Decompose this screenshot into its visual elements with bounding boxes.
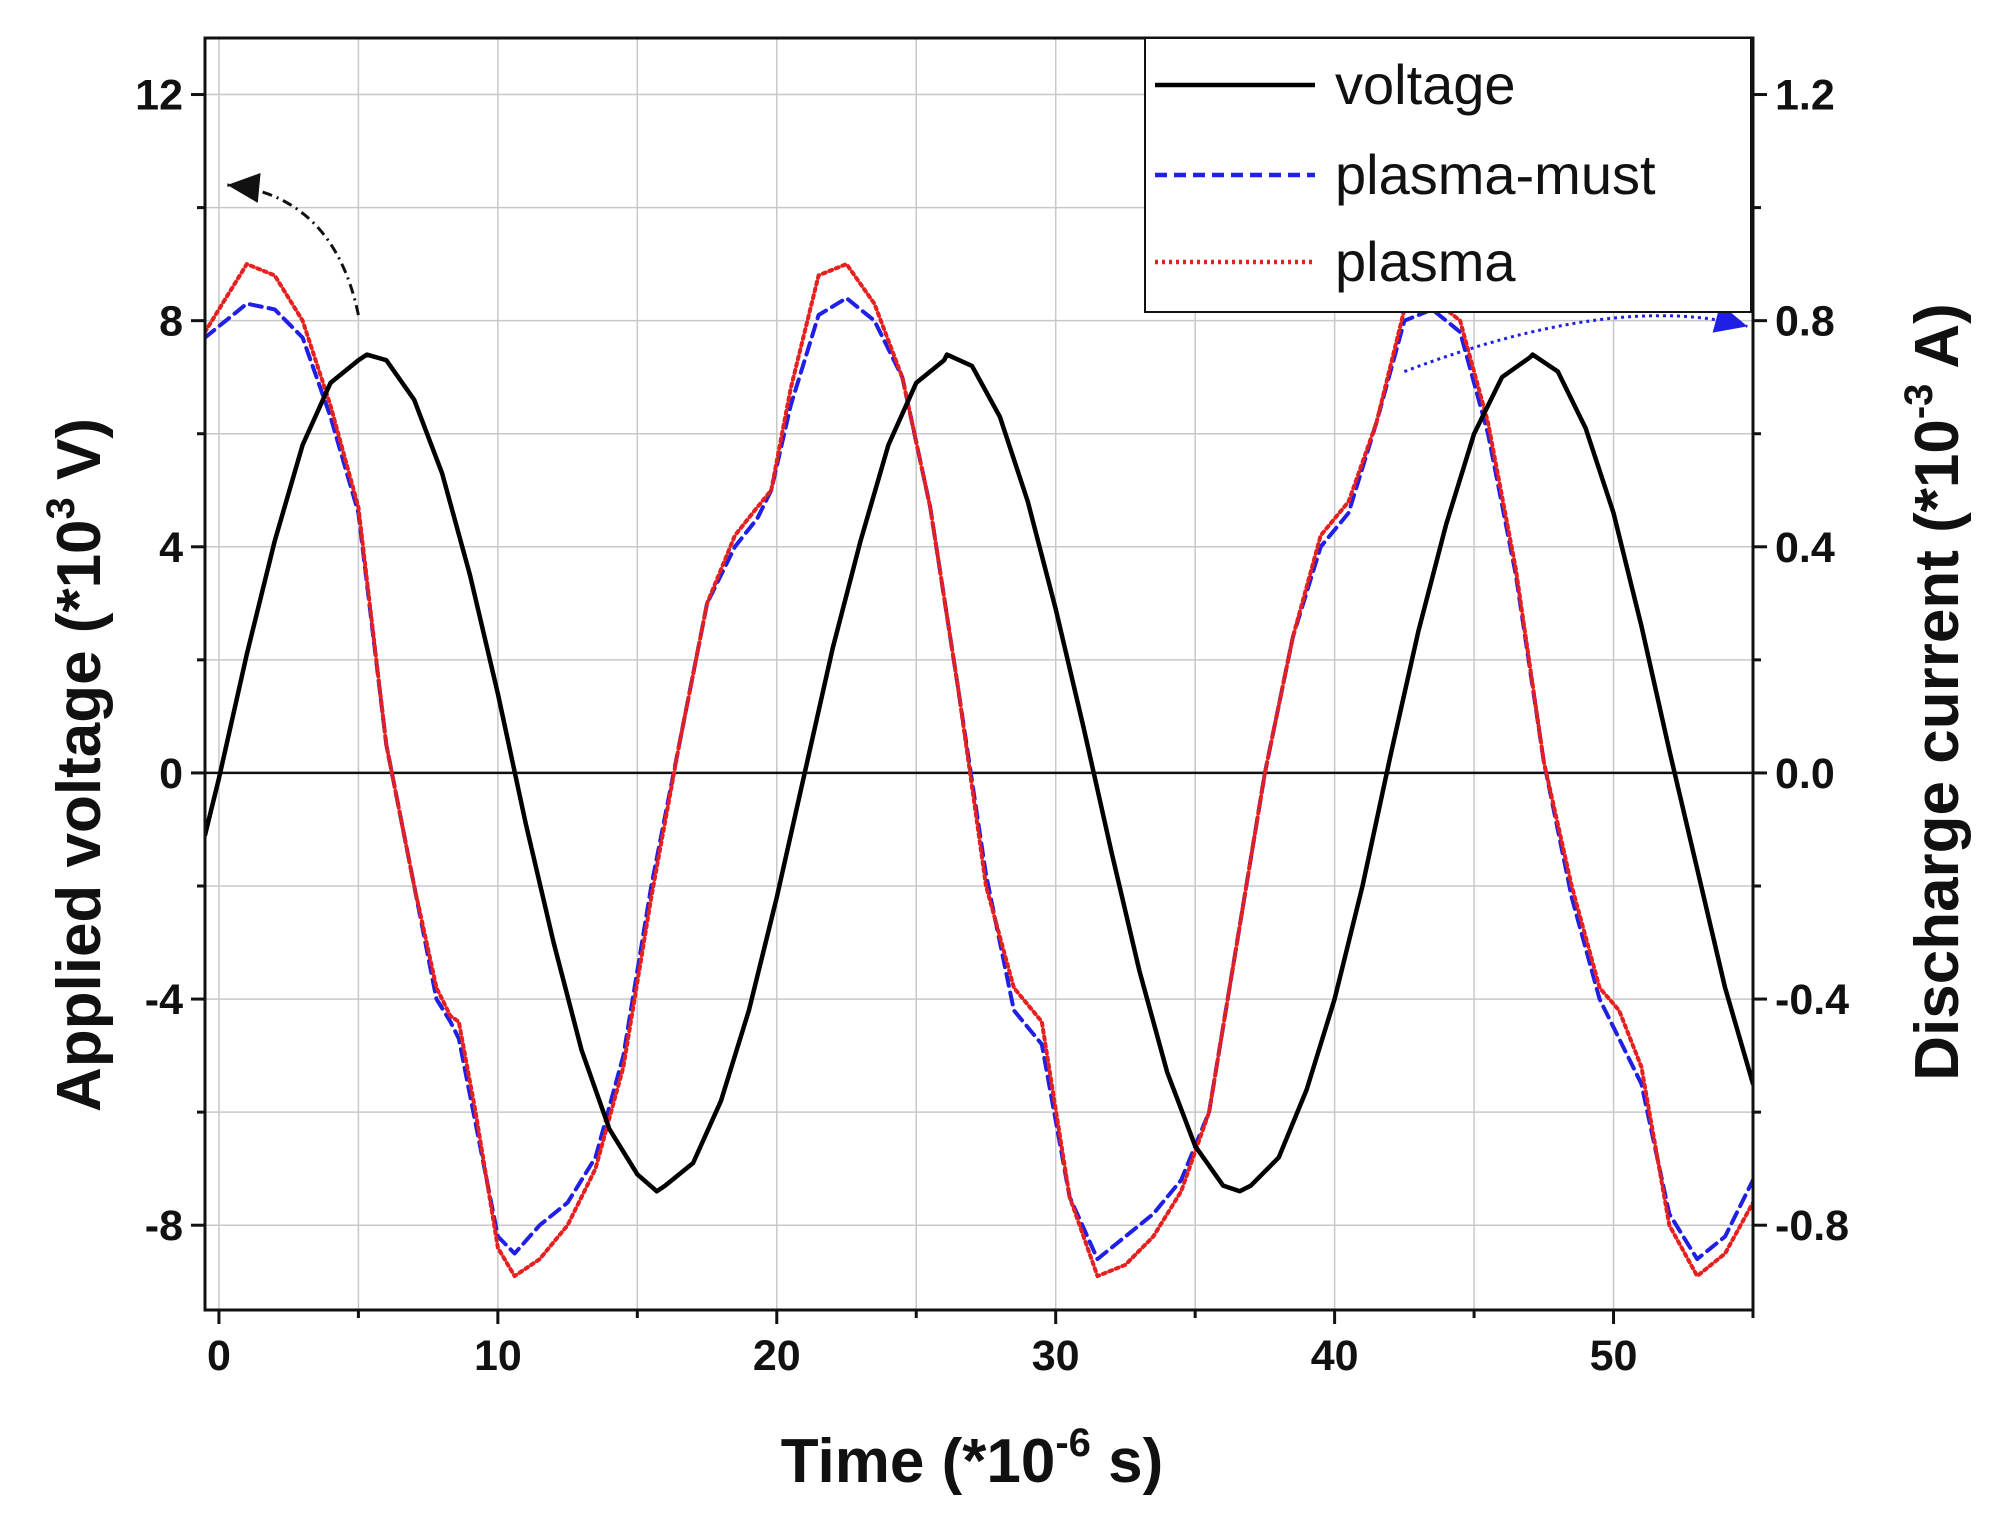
y-right-axis-title: Discharge current (*10-3 A) [1897,303,1972,1081]
y-left-tick-label: -8 [145,1202,183,1250]
y-right-tick-label: 0.4 [1775,524,1835,572]
y-left-axis-title: Applied voltage (*103 V) [39,418,114,1112]
series-line-plasma-must [205,296,1753,1262]
annotation-arrow-current-to-right-axis [1403,314,1748,373]
x-tick-label: 0 [207,1332,231,1380]
legend-label-plasma-must: plasma-must [1335,143,1656,206]
y-left-tick-label: 8 [159,298,183,346]
y-right-tick-label: -0.8 [1775,1202,1849,1250]
y-right-tick-label: 1.2 [1775,72,1835,120]
y-left-tick-label: -4 [145,976,183,1024]
x-tick-label: 10 [474,1332,522,1380]
y-right-tick-label: 0.8 [1775,298,1835,346]
series-layer [205,262,1753,1279]
annotation-arrowhead-voltage-to-left-axis [227,173,261,203]
y-right-tick-label: 0.0 [1775,750,1835,798]
tick-labels: 0 10 20 30 40 50 -8 -4 0 4 8 12 -0.8 -0.4 0.0 0.4 0.8 1.2 [135,72,1849,1380]
series-line-plasma [205,262,1753,1279]
x-tick-label: 40 [1311,1332,1359,1380]
series-line-voltage [205,352,1753,1194]
x-tick-label: 30 [1032,1332,1080,1380]
axis-ticks [191,93,1767,1324]
y-left-tick-label: 0 [159,750,183,798]
y-left-tick-label: 4 [159,524,183,572]
annotation-arrow-voltage-to-left-axis [227,183,360,316]
x-tick-label: 50 [1590,1332,1638,1380]
annotation-arrows [227,173,1748,373]
legend-label-plasma: plasma [1335,230,1516,293]
legend-label-voltage: voltage [1335,53,1516,116]
plot-frame [203,36,1755,1312]
x-axis-title: Time (*10-6 s) [781,1421,1164,1496]
x-tick-label: 20 [753,1332,801,1380]
y-left-tick-label: 12 [135,72,183,120]
legend: voltage plasma-must plasma [1144,37,1752,313]
y-right-tick-label: -0.4 [1775,976,1849,1024]
